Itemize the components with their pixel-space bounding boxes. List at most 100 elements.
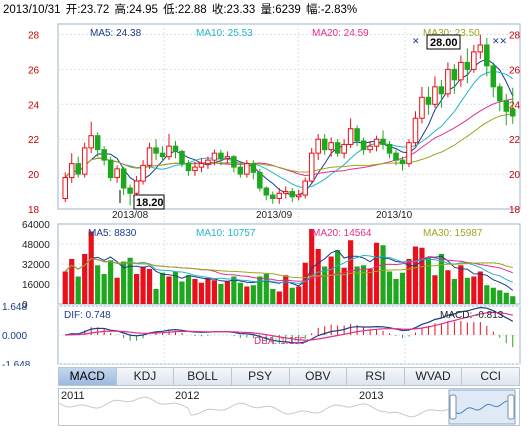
- price-candle-body: [425, 96, 432, 105]
- price-candle-body: [192, 166, 198, 172]
- volume-bar: [309, 229, 315, 304]
- price-y-tick-right: 26: [509, 65, 521, 76]
- price-candle-body: [68, 163, 75, 179]
- price-candle-body: [321, 138, 328, 151]
- quote-change: 幅:-2.83%: [306, 4, 358, 16]
- price-candle-body: [257, 171, 263, 189]
- volume-bar: [218, 284, 224, 304]
- volume-bar: [69, 259, 75, 304]
- price-candle-body: [380, 138, 386, 145]
- price-ma20-label: MA20: 24.59: [312, 28, 369, 39]
- volume-bar: [425, 257, 432, 304]
- price-candle-body: [140, 164, 146, 182]
- volume-bar: [283, 275, 289, 304]
- price-candle-body: [354, 128, 360, 142]
- macd-macd-label: MACD: -0.813: [440, 310, 504, 321]
- volume-bar: [172, 271, 179, 304]
- range-navigator[interactable]: 2011 2012 2013: [58, 388, 520, 426]
- price-candle-body: [341, 143, 347, 154]
- volume-bar: [263, 274, 269, 304]
- tab-macd[interactable]: MACD: [59, 368, 117, 385]
- volume-y-tick: 32000: [22, 260, 50, 271]
- price-candle-body: [334, 142, 341, 154]
- price-candle-body: [373, 138, 380, 147]
- quote-high: 高:24.95: [114, 4, 158, 16]
- price-candle-body: [270, 194, 276, 200]
- quote-header: 2013/10/31 开:23.72 高:24.95 低:22.88 收:23.…: [3, 3, 359, 17]
- volume-bar: [412, 246, 419, 304]
- volume-bar: [432, 275, 438, 304]
- price-candle-body: [101, 149, 107, 161]
- volume-bar: [367, 269, 373, 304]
- volume-bar: [205, 277, 211, 304]
- price-candle-body: [477, 44, 484, 53]
- price-candle-body: [179, 150, 185, 165]
- price-candle-body: [302, 180, 308, 196]
- vol-ma10-label: MA10: 10757: [196, 228, 256, 239]
- price-candle-body: [315, 138, 321, 154]
- volume-bar: [192, 279, 198, 304]
- volume-bar: [484, 285, 490, 304]
- volume-bar: [108, 260, 114, 304]
- vol-ma30-label: MA30: 15987: [423, 228, 483, 239]
- stock-chart[interactable]: MA5: 24.38 MA10: 25.53 MA20: 24.59 MA30:…: [0, 0, 531, 366]
- price-candle-body: [458, 61, 464, 81]
- price-candle-body: [484, 44, 490, 67]
- tab-obv[interactable]: OBV: [290, 368, 348, 385]
- price-y-tick-right: 22: [509, 135, 521, 146]
- price-candle-body: [406, 142, 412, 165]
- price-ma10-line: [64, 70, 514, 189]
- price-ma10-label: MA10: 25.53: [196, 28, 253, 39]
- volume-bar: [250, 285, 256, 304]
- volume-bar: [198, 282, 205, 304]
- price-candle-body: [282, 191, 289, 194]
- macd-y-tick: -1.648: [2, 360, 31, 366]
- volume-bar: [257, 276, 263, 304]
- navigator-selection[interactable]: [448, 389, 516, 425]
- tab-cci[interactable]: CCI: [480, 369, 502, 383]
- tab-rsi[interactable]: RSI: [347, 368, 405, 385]
- volume-bar: [153, 289, 159, 304]
- price-candle-body: [438, 86, 445, 95]
- price-candle-body: [237, 166, 244, 175]
- price-candle-body: [114, 168, 120, 179]
- price-y-tick-right: 18: [509, 205, 521, 216]
- macd-dea-line: [65, 311, 513, 341]
- indicator-tabs: MACD KDJ BOLL PSY OBV RSI WVAD CCI: [58, 367, 520, 386]
- price-candle-body: [146, 147, 153, 166]
- tab-kdj[interactable]: KDJ: [117, 368, 175, 385]
- price-candle-body: [399, 159, 406, 165]
- x-tick-aug: 2013/08: [112, 210, 149, 221]
- price-candle-body: [464, 61, 471, 70]
- price-ma30-label: MA30: 23.50: [423, 28, 480, 39]
- price-candle-body: [432, 86, 438, 105]
- tab-psy[interactable]: PSY: [232, 368, 290, 385]
- volume-bar: [224, 281, 230, 304]
- navigator-left-handle[interactable]: [449, 394, 457, 420]
- volume-bar: [406, 259, 412, 304]
- volume-bar: [380, 245, 386, 304]
- volume-bar: [101, 274, 107, 304]
- tab-wvad[interactable]: WVAD: [405, 368, 463, 385]
- price-y-tick-left: 24: [28, 100, 40, 111]
- price-candle-body: [490, 65, 497, 88]
- volume-bar: [510, 296, 516, 304]
- x-tick-oct: 2013/10: [376, 210, 413, 221]
- volume-bar: [244, 286, 250, 304]
- price-candle-body: [328, 142, 334, 151]
- volume-bar: [121, 261, 127, 304]
- volume-bar: [445, 270, 451, 304]
- tab-boll[interactable]: BOLL: [174, 368, 232, 385]
- price-candle-body: [172, 145, 179, 152]
- price-candle-body: [276, 192, 283, 200]
- price-candle-body: [445, 68, 451, 95]
- volume-bar: [335, 250, 341, 304]
- volume-bar: [133, 274, 140, 304]
- volume-bar: [140, 266, 146, 304]
- navigator-right-handle[interactable]: [507, 394, 515, 420]
- price-candle-body: [419, 96, 425, 119]
- high-marker-value: 28.00: [430, 37, 458, 49]
- volume-bar: [159, 272, 166, 304]
- price-candle-body: [127, 187, 133, 194]
- volume-bar: [458, 265, 464, 304]
